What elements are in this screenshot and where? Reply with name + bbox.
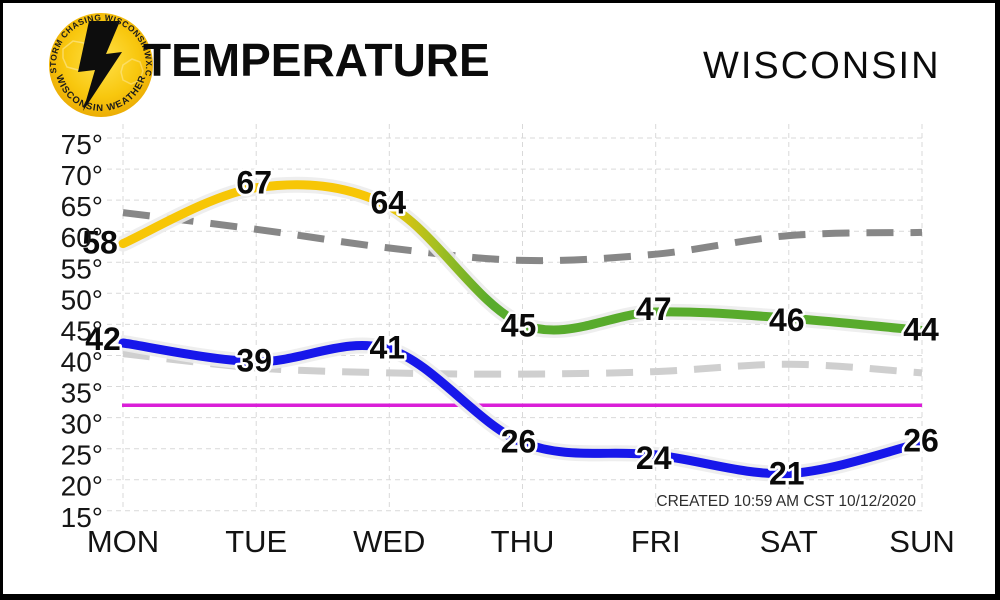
y-axis-label: 15° bbox=[61, 502, 103, 533]
y-axis-label: 20° bbox=[61, 471, 103, 502]
x-axis-label: MON bbox=[87, 524, 159, 559]
y-axis-label: 35° bbox=[61, 378, 103, 409]
forecast-low-value-label: 26 bbox=[501, 424, 537, 460]
forecast-high-value-label: 64 bbox=[371, 184, 407, 220]
y-axis-label: 70° bbox=[61, 160, 103, 191]
forecast-high-value-label: 47 bbox=[636, 291, 672, 327]
storm-chasing-logo-icon: STORM CHASING WISCONSINWX.COM WISCONSIN … bbox=[21, 5, 154, 117]
x-axis-label: FRI bbox=[631, 524, 681, 559]
forecast-low-value-label: 26 bbox=[903, 423, 939, 459]
average-high-line bbox=[122, 209, 923, 265]
forecast-low-value-label: 21 bbox=[769, 456, 805, 492]
forecast-high-value-label: 67 bbox=[236, 165, 272, 201]
region-label: WISCONSIN bbox=[703, 45, 941, 87]
forecast-high-value-label: 45 bbox=[501, 307, 537, 343]
x-axis-label: SAT bbox=[760, 524, 818, 559]
y-axis-label: 65° bbox=[61, 191, 103, 222]
temperature-chart: 58 67 64 45 47 46 44 42 39 41 26 24 21 26 75°70°65°60°… bbox=[61, 124, 955, 559]
forecast-high-value-label: 58 bbox=[82, 225, 118, 261]
y-axis-label: 40° bbox=[61, 347, 103, 378]
y-axis-label: 25° bbox=[61, 440, 103, 471]
x-axis-label: THU bbox=[491, 524, 555, 559]
x-axis-label: WED bbox=[353, 524, 425, 559]
y-axis-label: 55° bbox=[61, 253, 103, 284]
forecast-high-line bbox=[118, 180, 927, 336]
y-axis-label: 45° bbox=[61, 315, 103, 346]
forecast-low-value-label: 42 bbox=[85, 321, 121, 357]
x-axis-label: TUE bbox=[225, 524, 287, 559]
y-axis-label: 60° bbox=[61, 222, 103, 253]
logo-state-outline bbox=[120, 58, 144, 85]
forecast-high-value-label: 44 bbox=[903, 312, 939, 348]
forecast-low-value-label: 24 bbox=[636, 440, 672, 476]
forecast-low-value-label: 41 bbox=[370, 329, 406, 365]
y-axis-label: 30° bbox=[61, 409, 103, 440]
created-timestamp: CREATED 10:59 AM CST 10/12/2020 bbox=[656, 493, 916, 510]
forecast-high-value-label: 46 bbox=[769, 302, 805, 338]
y-axis-label: 50° bbox=[61, 284, 103, 315]
page-title: TEMPERATURE bbox=[143, 34, 490, 86]
forecast-low-line bbox=[118, 338, 927, 479]
y-axis-label: 75° bbox=[61, 129, 103, 160]
x-axis-label: SUN bbox=[889, 524, 954, 559]
lightning-bolt-icon bbox=[78, 21, 122, 111]
forecast-low-value-label: 39 bbox=[236, 343, 272, 379]
